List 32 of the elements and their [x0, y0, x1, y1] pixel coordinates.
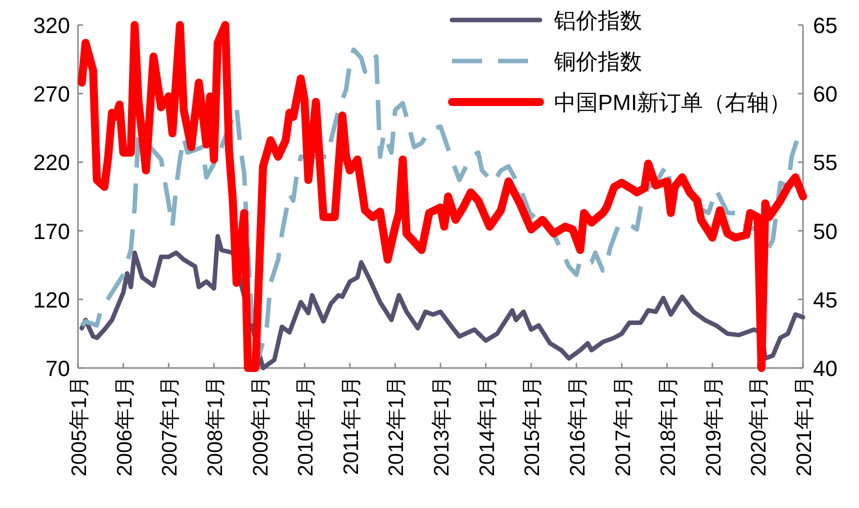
x-tick-label: 2010年1月	[294, 376, 318, 476]
y2-tick-label: 40	[813, 356, 838, 381]
x-tick-label: 2014年1月	[476, 376, 499, 476]
y2-tick-label: 50	[813, 218, 838, 244]
x-tick-label: 2019年1月	[702, 376, 726, 476]
x-tick-label: 2006年1月	[113, 376, 136, 476]
legend-label: 铝价指数	[553, 8, 642, 33]
x-tick-label: 2018年1月	[657, 376, 680, 476]
y2-tick-label: 65	[813, 13, 838, 38]
x-tick-label: 2011年1月	[340, 376, 363, 475]
x-tick-label: 2005年1月	[68, 376, 91, 476]
x-tick-label: 2020年1月	[748, 376, 771, 476]
legend-label: 中国PMI新订单（右轴）	[554, 90, 792, 115]
y2-tick-label: 60	[813, 82, 838, 107]
y2-tick-label: 55	[813, 150, 838, 176]
x-tick-label: 2021年1月	[793, 376, 816, 476]
x-tick-label: 2009年1月	[249, 376, 272, 476]
x-tick-label: 2012年1月	[385, 376, 408, 476]
x-tick-label: 2016年1月	[566, 376, 590, 476]
x-tick-label: 2013年1月	[430, 376, 454, 476]
y-tick-label: 320	[33, 13, 70, 38]
legend-label: 铜价指数	[553, 49, 642, 74]
y-tick-label: 120	[33, 287, 70, 312]
x-tick-label: 2007年1月	[158, 376, 182, 476]
y-tick-label: 270	[33, 82, 70, 107]
x-tick-label: 2015年1月	[521, 376, 544, 476]
y-tick-label: 220	[33, 150, 70, 176]
x-tick-label: 2008年1月	[204, 376, 227, 476]
x-tick-label: 2017年1月	[612, 376, 635, 476]
y-tick-label: 70	[46, 356, 70, 381]
y2-tick-label: 45	[813, 287, 838, 312]
y-tick-label: 170	[33, 218, 70, 244]
